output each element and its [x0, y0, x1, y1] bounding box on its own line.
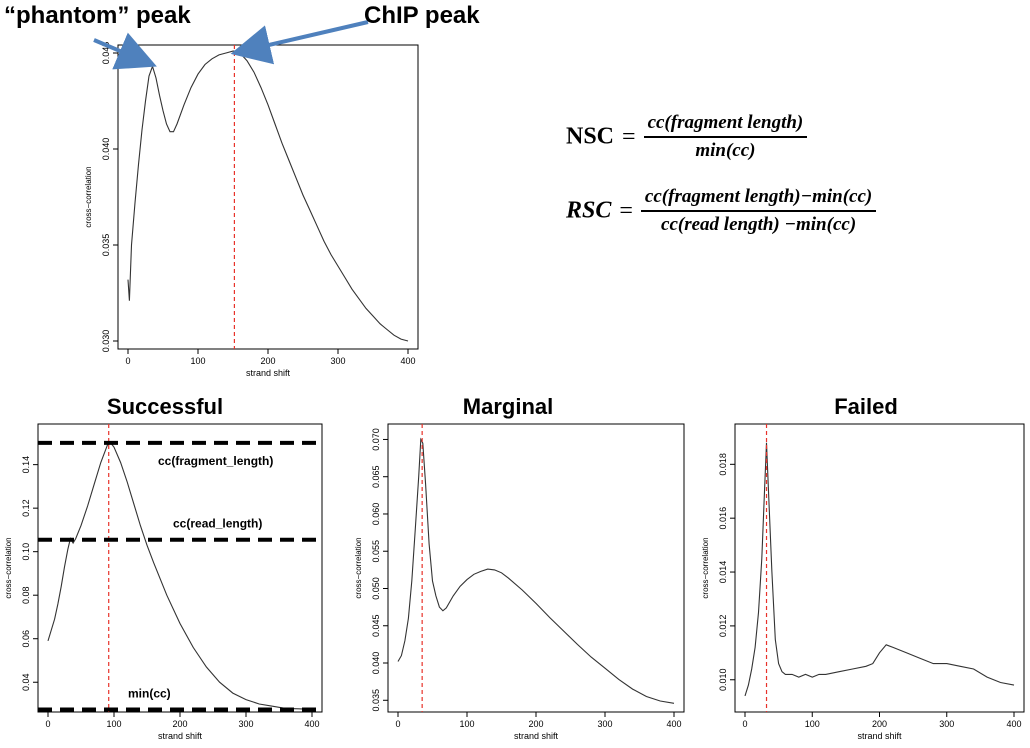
y-tick-label: 0.055: [371, 540, 381, 563]
chip-peak-annotation: ChIP peak: [364, 2, 480, 29]
y-tick-label: 0.012: [718, 615, 728, 638]
x-tick-label: 300: [939, 719, 954, 729]
rsc-label: RSC: [566, 197, 612, 224]
x-tick-label: 300: [330, 356, 345, 366]
x-tick-label: 100: [190, 356, 205, 366]
annotation-arrows: [93, 20, 369, 70]
y-tick-label: 0.070: [371, 428, 381, 451]
y-axis-label: cross−correlation: [4, 537, 13, 598]
rsc-formula: RSC = cc(fragment length)−min(cc) cc(read l…: [566, 186, 877, 236]
y-axis-label: cross−correlation: [354, 537, 363, 598]
x-tick-label: 0: [395, 719, 400, 729]
nsc-fraction: cc(fragment length) min(cc): [643, 112, 808, 162]
x-tick-label: 100: [459, 719, 474, 729]
x-tick-label: 200: [172, 719, 187, 729]
rsc-fraction: cc(fragment length)−min(cc) cc(read lengt…: [640, 186, 877, 236]
chart-title: Failed: [834, 394, 898, 419]
x-axis-label: strand shift: [158, 731, 203, 741]
y-tick-label: 0.060: [371, 503, 381, 526]
x-tick-label: 200: [528, 719, 543, 729]
y-tick-label: 0.030: [101, 330, 111, 353]
reference-line-label: min(cc): [128, 686, 171, 700]
y-tick-label: 0.014: [718, 561, 728, 584]
rsc-denominator: cc(read length) −min(cc): [661, 214, 857, 235]
x-axis-label: strand shift: [514, 731, 559, 741]
y-tick-label: 0.018: [718, 453, 728, 476]
x-tick-label: 0: [742, 719, 747, 729]
reference-line-label: cc(read_length): [173, 517, 262, 531]
x-tick-label: 400: [1006, 719, 1021, 729]
y-tick-label: 0.08: [21, 586, 31, 604]
x-tick-label: 400: [304, 719, 319, 729]
y-tick-label: 0.04: [21, 673, 31, 691]
x-tick-label: 0: [45, 719, 50, 729]
chart-failed: Failed 0 100 200 300 400 strand shift 0.010 0.01…: [701, 394, 1025, 741]
y-tick-label: 0.14: [21, 456, 31, 474]
y-axis-label: cross−correlation: [701, 537, 710, 598]
series-line: [397, 437, 675, 704]
rsc-equals: =: [619, 197, 633, 224]
y-tick-label: 0.065: [371, 465, 381, 488]
chip-peak-arrow: [230, 20, 369, 65]
nsc-formula: NSC = cc(fragment length) min(cc): [566, 112, 808, 162]
y-tick-label: 0.016: [718, 507, 728, 530]
chart-top: 0 100 200 300 400 strand shift 0.030 0.035 0.040…: [84, 42, 419, 378]
y-tick-label: 0.10: [21, 543, 31, 561]
x-axis-label: strand shift: [246, 368, 291, 378]
nsc-equals: =: [622, 123, 636, 150]
plot-frame: [387, 423, 685, 713]
y-tick-label: 0.040: [101, 138, 111, 161]
y-axis-label: cross−correlation: [84, 166, 93, 227]
chart-marginal: Marginal 0 100 200 300 400 strand shift 0.035 0.…: [354, 394, 685, 741]
reference-line-label: cc(fragment_length): [158, 454, 273, 468]
y-tick-label: 0.050: [371, 577, 381, 600]
series-line: [47, 442, 313, 710]
plot-frame: [734, 423, 1025, 713]
y-tick-label: 0.035: [101, 234, 111, 257]
x-tick-label: 100: [805, 719, 820, 729]
x-tick-label: 0: [125, 356, 130, 366]
chart-title: Successful: [107, 394, 223, 419]
chart-title: Marginal: [463, 394, 553, 419]
y-tick-label: 0.040: [371, 652, 381, 675]
series-line: [127, 50, 409, 342]
phantom-peak-annotation: “phantom” peak: [4, 2, 191, 29]
chart-successful: Successful 0 100 200 300 400 strand shift 0.04 0…: [4, 394, 323, 741]
x-tick-label: 200: [872, 719, 887, 729]
x-tick-label: 400: [400, 356, 415, 366]
y-tick-label: 0.035: [371, 689, 381, 712]
nsc-label: NSC: [566, 123, 615, 150]
y-tick-label: 0.045: [371, 614, 381, 637]
x-axis-label: strand shift: [857, 731, 902, 741]
nsc-denominator: min(cc): [695, 140, 756, 161]
y-tick-label: 0.06: [21, 630, 31, 648]
y-tick-label: 0.010: [718, 668, 728, 691]
x-tick-label: 100: [106, 719, 121, 729]
x-tick-label: 400: [666, 719, 681, 729]
y-tick-label: 0.12: [21, 499, 31, 517]
x-tick-label: 300: [238, 719, 253, 729]
y-tick-label: 0.045: [101, 42, 111, 65]
series-line: [744, 442, 1015, 697]
rsc-numerator: cc(fragment length)−min(cc): [640, 186, 877, 212]
x-tick-label: 200: [260, 356, 275, 366]
nsc-numerator: cc(fragment length): [643, 112, 808, 138]
plot-frame: [117, 44, 419, 350]
x-tick-label: 300: [597, 719, 612, 729]
phantom-peak-arrow: [93, 32, 157, 70]
